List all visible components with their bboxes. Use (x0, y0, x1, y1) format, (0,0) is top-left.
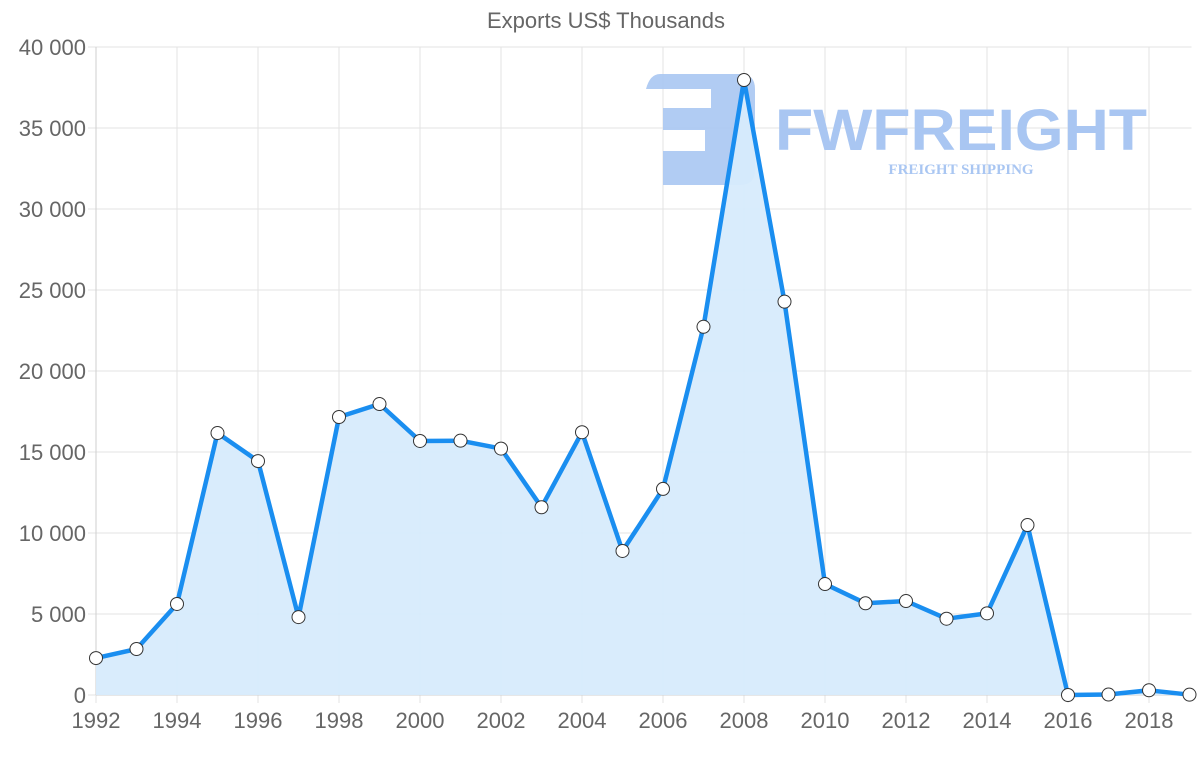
data-point-2014[interactable] (980, 606, 994, 621)
data-points (89, 73, 1197, 702)
y-tick-label: 40 000 (19, 35, 86, 60)
x-axis-ticks: 1992 1994 1996 1998 2000 2002 2004 2006 2008 2010… (72, 708, 1174, 733)
watermark-tagline: FREIGHT SHIPPING (888, 162, 1033, 178)
data-point-2019[interactable] (1182, 687, 1197, 702)
x-tick-label: 2004 (558, 708, 607, 733)
data-point-2011[interactable] (858, 596, 873, 611)
x-tick-label: 1994 (153, 708, 202, 733)
data-point-2012[interactable] (899, 594, 913, 609)
data-point-2005[interactable] (615, 543, 630, 558)
watermark-logo: FWFREIGHT FREIGHT SHIPPING (646, 74, 1147, 185)
data-point-2016[interactable] (1061, 688, 1075, 702)
x-tick-label: 1996 (234, 708, 283, 733)
y-axis-ticks: 0 5 000 10 000 15 000 20 000 25 000 30 000 35 0… (19, 35, 86, 708)
data-point-1999[interactable] (372, 397, 387, 412)
x-tick-label: 2012 (882, 708, 931, 733)
x-tick-label: 2000 (396, 708, 445, 733)
data-point-2008[interactable] (737, 73, 751, 88)
y-tick-label: 25 000 (19, 278, 86, 303)
data-point-2009[interactable] (777, 294, 792, 309)
data-point-1994[interactable] (170, 596, 184, 611)
data-point-2007[interactable] (696, 319, 711, 334)
watermark-brand: FWFREIGHT (775, 98, 1147, 163)
data-point-2003[interactable] (534, 500, 549, 515)
x-tick-label: 2008 (720, 708, 769, 733)
y-tick-label: 20 000 (19, 359, 86, 384)
x-tick-label: 2006 (639, 708, 688, 733)
series-area-fill (96, 80, 1190, 695)
data-point-2013[interactable] (939, 611, 954, 626)
data-point-1998[interactable] (332, 410, 346, 425)
data-point-1997[interactable] (291, 610, 306, 625)
data-point-2004[interactable] (575, 425, 589, 440)
data-point-1995[interactable] (210, 426, 225, 441)
fwfreight-logo-icon (646, 74, 755, 185)
x-tick-label: 2018 (1125, 708, 1174, 733)
x-tick-label: 2002 (477, 708, 526, 733)
data-point-2018[interactable] (1142, 683, 1156, 698)
series-line (95, 77, 1190, 698)
y-tick-label: 30 000 (19, 197, 86, 222)
data-point-2000[interactable] (413, 433, 427, 448)
data-point-2015[interactable] (1020, 518, 1035, 533)
data-point-2017[interactable] (1101, 687, 1116, 702)
y-tick-label: 5 000 (31, 602, 86, 627)
data-point-1996[interactable] (251, 454, 265, 469)
chart-title: Exports US$ Thousands (486, 8, 726, 33)
y-tick-label: 35 000 (19, 116, 86, 141)
y-tick-label: 10 000 (19, 521, 86, 546)
data-point-2001[interactable] (453, 433, 468, 448)
data-point-2010[interactable] (818, 577, 832, 592)
x-tick-label: 1998 (315, 708, 364, 733)
y-tick-label: 15 000 (19, 440, 86, 465)
x-tick-label: 2016 (1044, 708, 1093, 733)
x-tick-label: 1992 (72, 708, 121, 733)
x-tick-label: 2010 (801, 708, 850, 733)
data-point-1992[interactable] (89, 651, 103, 666)
data-point-2002[interactable] (494, 441, 508, 456)
data-point-1993[interactable] (129, 641, 144, 656)
x-tick-label: 2014 (963, 708, 1012, 733)
data-point-2006[interactable] (656, 481, 670, 496)
y-tick-label: 0 (74, 683, 86, 708)
